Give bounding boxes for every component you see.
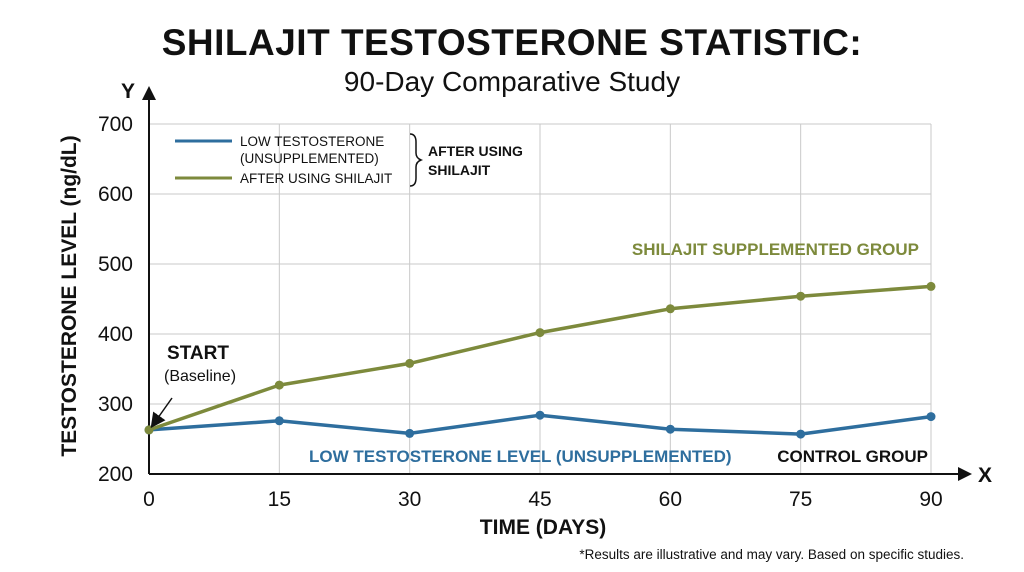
chart-subtitle: 90-Day Comparative Study	[343, 66, 681, 97]
legend: LOW TESTOSTERONE (UNSUPPLEMENTED) AFTER …	[175, 133, 523, 187]
data-point	[535, 410, 545, 420]
annotation-baseline: (Baseline)	[164, 368, 236, 385]
data-point	[796, 429, 806, 439]
annotation-control-group: CONTROL GROUP	[777, 447, 928, 466]
x-tick-label: 60	[659, 488, 682, 511]
y-axis-letter: Y	[121, 80, 135, 103]
x-tick-label: 45	[528, 488, 551, 511]
tick-labels: 200 300 400 500 600 700 0 15 30 45 60 75 90	[98, 113, 943, 511]
x-tick-label: 15	[268, 488, 291, 511]
x-tick-label: 90	[919, 488, 942, 511]
y-tick-label: 300	[98, 393, 133, 416]
x-axis-label: TIME (DAYS)	[480, 516, 606, 539]
y-tick-label: 200	[98, 463, 133, 486]
legend-label-low-b: (UNSUPPLEMENTED)	[240, 151, 379, 166]
y-tick-label: 400	[98, 323, 133, 346]
data-point	[405, 358, 415, 368]
y-axis-label: TESTOSTERONE LEVEL (ng/dL)	[58, 135, 81, 456]
axes: X Y	[121, 80, 992, 487]
x-axis-letter: X	[978, 464, 992, 487]
data-point	[926, 281, 936, 291]
series-points	[144, 281, 936, 439]
legend-brace-label-b: SHILAJIT	[428, 162, 491, 178]
data-point	[274, 416, 284, 426]
chart-title: SHILAJIT TESTOSTERONE STATISTIC:	[161, 22, 863, 63]
x-tick-label: 75	[789, 488, 812, 511]
y-tick-label: 700	[98, 113, 133, 136]
data-point	[535, 328, 545, 338]
legend-brace-label-a: AFTER USING	[428, 143, 523, 159]
legend-brace-icon	[409, 133, 424, 187]
data-point	[665, 424, 675, 434]
data-point	[796, 291, 806, 301]
y-tick-label: 600	[98, 183, 133, 206]
annotation-shilajit-group: SHILAJIT SUPPLEMENTED GROUP	[632, 240, 919, 259]
x-axis-arrow-icon	[958, 467, 972, 481]
data-point	[274, 380, 284, 390]
legend-label-low-a: LOW TESTOSTERONE	[240, 134, 384, 149]
y-tick-label: 500	[98, 253, 133, 276]
y-axis-arrow-icon	[142, 86, 156, 100]
x-tick-label: 30	[398, 488, 421, 511]
data-point	[665, 304, 675, 314]
data-point	[405, 428, 415, 438]
data-point	[144, 425, 154, 435]
legend-label-shilajit: AFTER USING SHILAJIT	[240, 171, 392, 186]
data-point	[926, 412, 936, 422]
x-tick-label: 0	[143, 488, 155, 511]
annotation-low-level: LOW TESTOSTERONE LEVEL (UNSUPPLEMENTED)	[309, 447, 732, 466]
annotation-start: START	[167, 343, 229, 364]
footnote: *Results are illustrative and may vary. …	[579, 547, 964, 562]
start-arrow-icon	[150, 397, 173, 429]
